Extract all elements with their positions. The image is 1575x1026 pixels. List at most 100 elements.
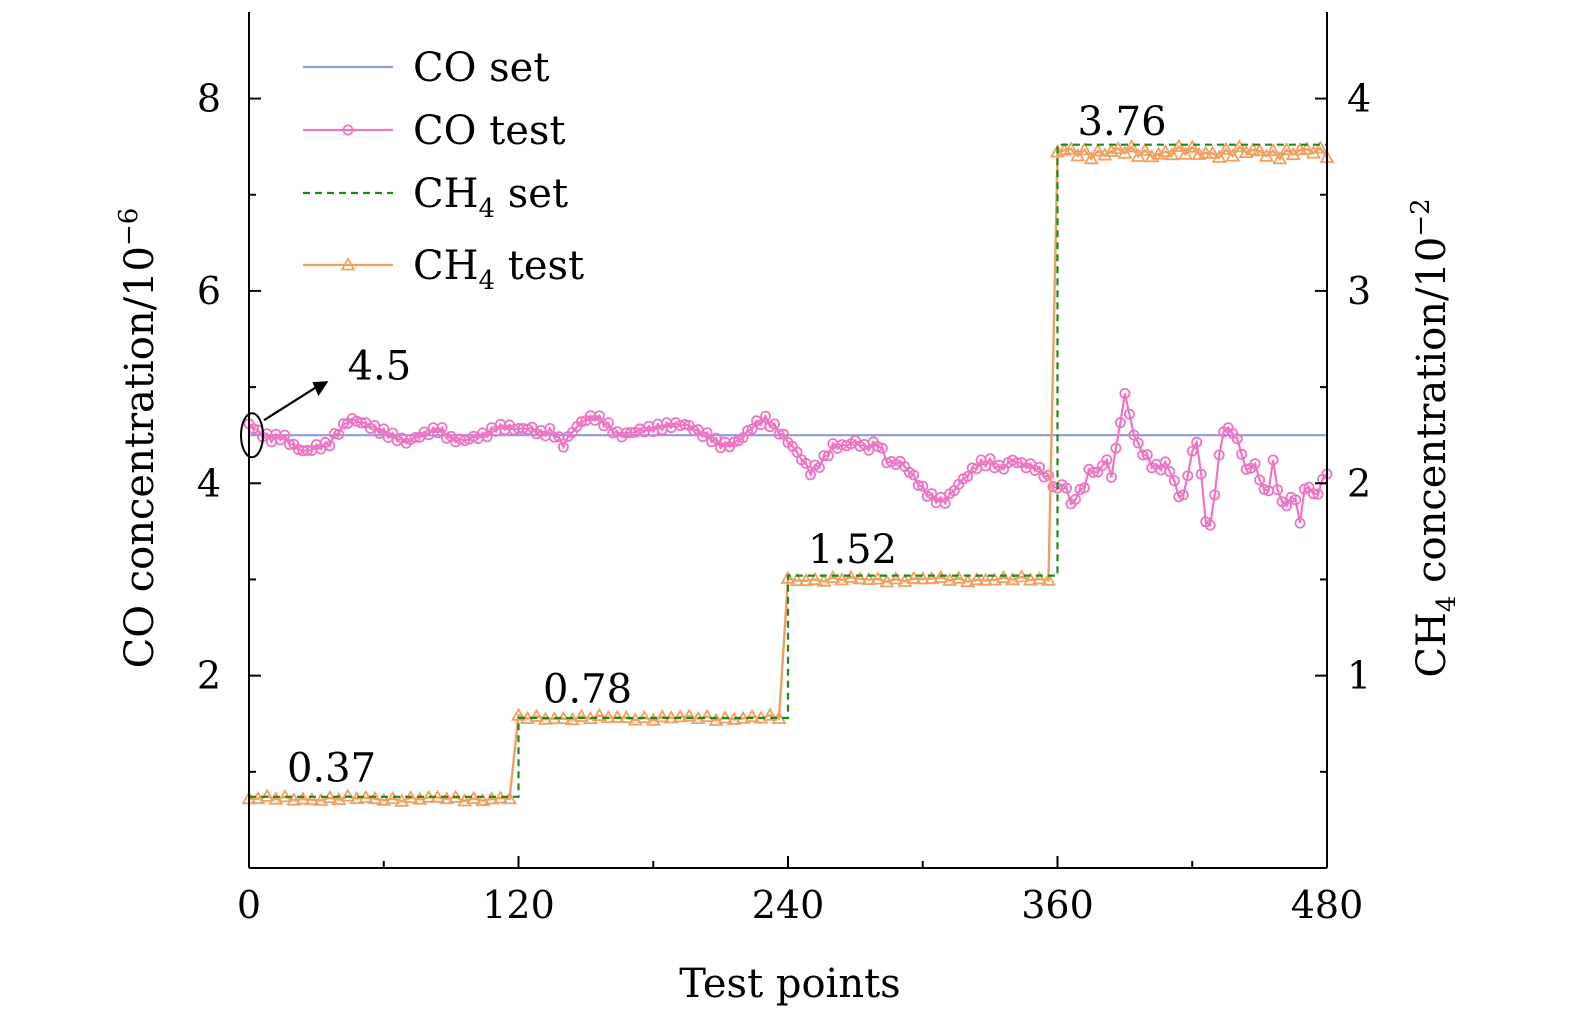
co-test-point <box>701 427 713 439</box>
y-right-tick-label: 3 <box>1347 269 1371 313</box>
ch4-test-point <box>528 708 545 722</box>
axes: 0 120 240 360 480 2 4 6 8 1 2 3 4 <box>197 12 1371 927</box>
ch4-test-point <box>286 792 302 806</box>
ch4-test-point <box>987 572 1003 586</box>
ch4-test-point <box>1231 139 1247 153</box>
legend-label-co-set: CO set <box>413 45 549 91</box>
co-test-point <box>822 450 834 462</box>
annotation-arrow-line <box>263 386 317 422</box>
ch4-test-point <box>699 708 715 722</box>
ch4-test-point <box>1279 141 1295 156</box>
co-test-point <box>1123 408 1135 420</box>
ch4-test-point <box>591 707 607 721</box>
co-test-point <box>328 428 340 440</box>
data-label: 1.52 <box>808 527 897 573</box>
co-test-point <box>1101 454 1113 466</box>
co-test-point <box>1034 461 1046 473</box>
co-test-point <box>279 429 291 441</box>
co-test-point <box>1231 433 1243 445</box>
co-test-point <box>939 497 951 509</box>
series-co-test-line <box>248 393 1328 528</box>
co-test-point <box>1141 449 1153 461</box>
ch4-test-point <box>708 712 724 726</box>
ch4-test-point <box>861 571 877 585</box>
co-test-point <box>962 470 974 482</box>
ch4-test-point <box>259 788 275 802</box>
co-test-point <box>1128 429 1140 441</box>
co-test-point <box>1249 458 1261 470</box>
co-test-point <box>813 461 825 473</box>
ch4-test-point <box>807 571 823 585</box>
co-test-point <box>1105 471 1117 483</box>
ch4-test-point <box>1110 140 1126 155</box>
co-test-point <box>679 418 691 430</box>
data-label: 3.76 <box>1078 99 1167 145</box>
co-test-point <box>818 450 830 462</box>
co-test-point <box>1204 519 1216 531</box>
co-test-point <box>912 479 924 491</box>
y-left-tick-label: 8 <box>197 77 221 121</box>
annotation-arrow-head <box>312 381 329 397</box>
ch4-test-point <box>870 571 886 585</box>
ch4-test-point <box>439 791 455 805</box>
co-test-point <box>966 462 978 474</box>
co-test-point <box>710 432 722 444</box>
co-test-point <box>1308 488 1320 500</box>
legend-marker-triangle <box>340 257 356 271</box>
co-test-point <box>746 423 758 435</box>
co-test-point <box>1272 484 1284 496</box>
ch4-test-point <box>654 709 670 723</box>
co-test-point <box>544 422 556 434</box>
ch4-test-point <box>672 709 688 723</box>
y-axis-right-label: CH4 concentration/10−2 <box>1406 198 1462 677</box>
ch4-test-point <box>1022 572 1039 586</box>
x-tick-label: 0 <box>237 883 261 927</box>
svg-text:CO concentration/10−6: CO concentration/10−6 <box>114 208 163 669</box>
co-test-point <box>333 428 345 440</box>
y-left-label-text: CO concentration/10 <box>117 246 163 668</box>
ch4-test-point <box>888 571 904 585</box>
co-test-point <box>1043 469 1055 481</box>
ch4-test-point <box>1312 140 1328 154</box>
co-test-point <box>688 424 700 436</box>
co-test-point <box>926 488 938 500</box>
ch4-test-point <box>924 570 940 585</box>
y-right-tick-label: 4 <box>1347 77 1371 121</box>
co-test-point <box>1061 482 1073 494</box>
y-right-label-post: concentration/10 <box>1409 237 1455 596</box>
co-test-point <box>409 431 421 443</box>
ch4-test-point <box>1005 571 1021 586</box>
co-test-point <box>1290 494 1302 506</box>
ch4-test-point <box>1204 145 1221 159</box>
co-test-point <box>1312 488 1324 500</box>
ch4-test-point <box>1040 572 1057 586</box>
ch4-test-point <box>367 790 383 805</box>
co-test-point <box>301 444 313 456</box>
co-test-point <box>1258 483 1270 495</box>
ch4-test-point <box>457 793 473 807</box>
ch4-test-point <box>798 572 814 587</box>
y-right-tick-label: 1 <box>1347 654 1371 698</box>
co-test-point <box>1177 489 1189 501</box>
ch4-test-point <box>627 712 643 726</box>
ch4-test-point <box>1157 143 1173 158</box>
x-tick-label: 360 <box>1021 883 1094 927</box>
ch4-test-point <box>1299 141 1315 155</box>
co-test-point <box>1209 489 1221 501</box>
ch4-test-point <box>313 792 329 806</box>
co-test-point <box>908 469 920 481</box>
ch4-test-point <box>1265 142 1281 157</box>
ch4-test-point <box>780 570 796 584</box>
legend-label-ch4-test: CH4 test <box>413 243 584 296</box>
ch4-test-point <box>250 790 266 805</box>
ch4-test-point <box>609 709 625 723</box>
co-test-point <box>1168 475 1180 487</box>
co-test-point <box>355 417 367 429</box>
y-left-tick-label: 4 <box>197 461 221 505</box>
co-test-point <box>1254 474 1266 486</box>
x-tick-label: 480 <box>1291 883 1364 927</box>
ch4-test-point <box>1137 142 1153 156</box>
ch4-test-point <box>789 572 805 586</box>
ch4-test-point <box>762 707 778 721</box>
ch4-test-point <box>996 569 1012 584</box>
